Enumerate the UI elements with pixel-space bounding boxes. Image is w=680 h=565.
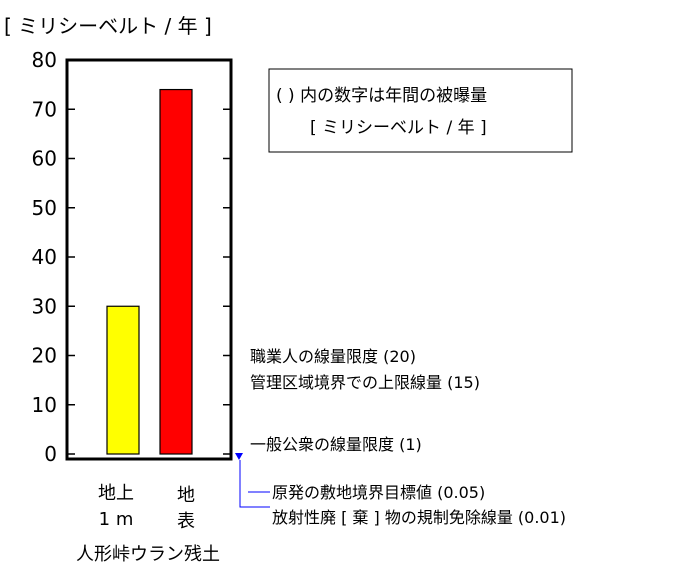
y-tick-label-1: 10 [32,393,57,417]
y-tick-label-3: 30 [32,294,57,318]
y-tick-label-7: 70 [32,97,57,121]
category-label-1-line1: 地上 [98,483,134,504]
plot-frame [67,60,231,459]
bar-2 [160,90,192,454]
unit-label: [ ミリシーベルト / 年 ] [4,14,212,38]
category-label-2-line1: 地 [177,485,195,506]
bar-1 [107,306,139,454]
y-tick-label-0: 0 [44,442,57,466]
marker-connector [240,460,270,507]
category-label-2-line2: 表 [177,511,195,532]
y-tick-label-5: 50 [32,196,57,220]
y-tick-label-6: 60 [32,147,57,171]
blue-marker [235,453,270,507]
annotation-5: 放射性廃 [ 棄 ] 物の規制免除線量 (0.01) [272,508,566,527]
category-label-1-line2: 1 m [99,509,134,530]
legend-line-1: ( ) 内の数字は年間の被曝量 [276,86,487,106]
annotation-2: 管理区域境界での上限線量 (15) [250,373,480,392]
y-tick-label-8: 80 [32,48,57,72]
y-tick-label-2: 20 [32,344,57,368]
annotation-3: 一般公衆の線量限度 (1) [250,435,422,454]
bars [107,90,192,454]
legend-box: ( ) 内の数字は年間の被曝量 [ ミリシーベルト / 年 ] [269,69,572,152]
annotation-1: 職業人の線量限度 (20) [250,347,416,366]
legend-line-2: [ ミリシーベルト / 年 ] [310,118,487,138]
group-label: 人形峠ウラン残土 [76,544,220,565]
y-tick-label-4: 40 [32,245,57,269]
annotation-4: 原発の敷地境界目標値 (0.05) [272,483,485,502]
annotations: 職業人の線量限度 (20) 管理区域境界での上限線量 (15) 一般公衆の線量限度 … [250,347,566,527]
marker-triangle [235,453,243,460]
